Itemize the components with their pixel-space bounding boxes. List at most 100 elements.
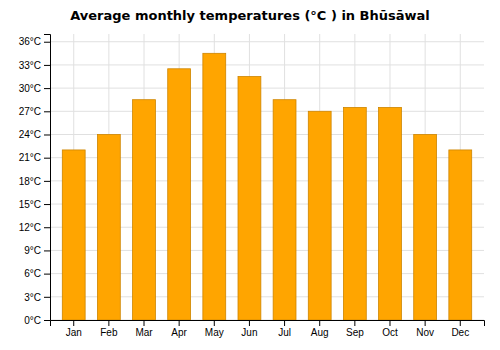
bar: [414, 134, 437, 320]
tick: 33°C: [19, 60, 50, 71]
title: Average monthly temperatures (°C ) in Bh…: [70, 8, 430, 23]
bar: [168, 69, 191, 320]
tick-label: Apr: [171, 327, 187, 338]
tick-mark: [44, 65, 50, 66]
tick: Jul: [278, 320, 291, 338]
grid-line: [50, 64, 484, 65]
axis-line: [44, 35, 51, 321]
tick-mark: [179, 320, 180, 326]
grid-line: [50, 41, 484, 42]
tick: Mar: [135, 320, 153, 338]
tick-label: Aug: [311, 327, 329, 338]
tick-label: 9°C: [24, 245, 41, 256]
tick-label: 30°C: [19, 83, 41, 94]
bar: [308, 111, 331, 320]
bar: [449, 150, 472, 320]
tick-label: 6°C: [24, 268, 41, 279]
tick-mark: [108, 320, 109, 326]
tick-label: 36°C: [19, 36, 41, 47]
tick-label: 33°C: [19, 60, 41, 71]
tick-label: 18°C: [19, 176, 41, 187]
tick: 27°C: [19, 106, 50, 117]
tick-mark: [44, 88, 50, 89]
tick: 6°C: [24, 268, 50, 279]
bar: [238, 77, 261, 320]
tick: Jun: [241, 320, 257, 338]
tick: Sep: [346, 320, 364, 338]
tick-mark: [354, 320, 355, 326]
tick: Dec: [451, 320, 469, 338]
tick-label: Feb: [100, 327, 118, 338]
axis-line: [51, 321, 485, 327]
tick-mark: [44, 181, 50, 182]
tick-mark: [389, 320, 390, 326]
tick: 15°C: [19, 199, 50, 210]
tick-mark: [44, 134, 50, 135]
tick-mark: [44, 227, 50, 228]
tick-mark: [73, 320, 74, 326]
tick: 36°C: [19, 36, 50, 47]
bar: [97, 134, 120, 320]
tick-label: 3°C: [24, 292, 41, 303]
tick-label: 24°C: [19, 129, 41, 140]
bar: [343, 107, 366, 320]
tick-label: Jun: [241, 327, 257, 338]
y-axis: 0°C 3°C 6°C 9°C 12°C 15°C 18°C 21°C 24°C 27°C 30°C…: [19, 35, 51, 326]
plot: Jan Feb Mar Apr May Jun Jul Aug Sep Oct Nov Dec 0°C 3…: [19, 34, 485, 338]
bars: [62, 53, 471, 320]
tick: 30°C: [19, 83, 50, 94]
tick-mark: [44, 320, 50, 321]
tick-mark: [214, 320, 215, 326]
tick-label: 21°C: [19, 152, 41, 163]
chart: Average monthly temperatures (°C ) in Bh…: [0, 0, 500, 350]
tick-label: Jan: [66, 327, 82, 338]
grid: [50, 34, 484, 320]
tick-mark: [44, 42, 50, 43]
tick-label: 15°C: [19, 199, 41, 210]
tick-mark: [44, 274, 50, 275]
tick-label: Sep: [346, 327, 364, 338]
tick-mark: [44, 297, 50, 298]
tick: 18°C: [19, 176, 50, 187]
tick-label: 27°C: [19, 106, 41, 117]
tick-mark: [44, 204, 50, 205]
tick-label: Mar: [135, 327, 153, 338]
tick-mark: [319, 320, 320, 326]
tick: Feb: [100, 320, 118, 338]
tick-label: Jul: [278, 327, 291, 338]
tick: 24°C: [19, 129, 50, 140]
tick: 12°C: [19, 222, 50, 233]
tick-label: Oct: [382, 327, 398, 338]
grid-line: [50, 111, 484, 112]
tick: Apr: [171, 320, 187, 338]
bar: [203, 53, 226, 320]
tick: Aug: [311, 320, 329, 338]
tick: 21°C: [19, 152, 50, 163]
tick-label: May: [205, 327, 224, 338]
tick-mark: [284, 320, 285, 326]
bar: [62, 150, 85, 320]
tick-mark: [44, 250, 50, 251]
bar: [273, 100, 296, 320]
x-axis: Jan Feb Mar Apr May Jun Jul Aug Sep Oct Nov Dec: [51, 320, 485, 338]
tick: Nov: [416, 320, 434, 338]
tick-mark: [425, 320, 426, 326]
tick: Jan: [66, 320, 82, 338]
tick: Oct: [382, 320, 398, 338]
tick-mark: [249, 320, 250, 326]
tick: May: [205, 320, 224, 338]
tick-mark: [460, 320, 461, 326]
tick-label: 0°C: [24, 315, 41, 326]
tick: 3°C: [24, 292, 50, 303]
tick: 0°C: [24, 315, 50, 326]
bar: [379, 107, 402, 320]
tick: 9°C: [24, 245, 50, 256]
tick-mark: [44, 158, 50, 159]
tick-mark: [44, 111, 50, 112]
tick-label: Nov: [416, 327, 434, 338]
tick-label: Dec: [451, 327, 469, 338]
bar: [133, 100, 156, 320]
grid-line: [50, 88, 484, 89]
tick-mark: [144, 320, 145, 326]
tick-label: 12°C: [19, 222, 41, 233]
